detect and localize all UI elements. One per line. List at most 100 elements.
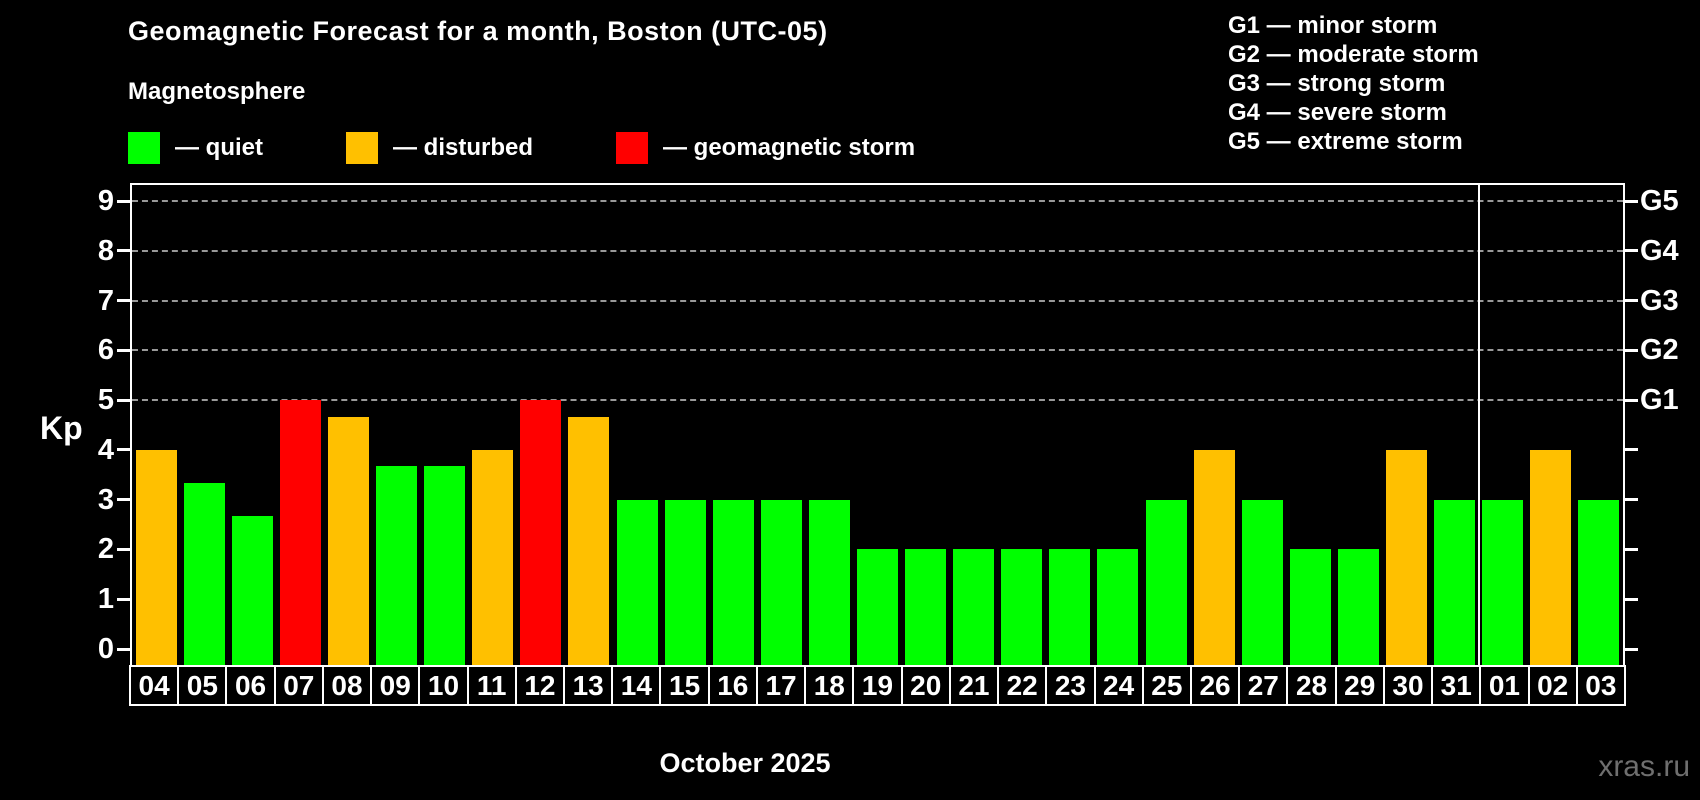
x-axis-day-label-12: 12 [514, 665, 566, 706]
y-tick-right-6 [1625, 348, 1638, 352]
y-tick-left-1 [117, 597, 130, 601]
g-legend-line-g2: G2 — moderate storm [1228, 41, 1479, 68]
x-axis-day-label-14: 14 [611, 665, 662, 706]
month-separator-line [1477, 185, 1480, 665]
x-axis-day-label-19: 19 [852, 665, 903, 706]
x-axis-day-label-13: 13 [563, 665, 614, 706]
watermark: xras.ru [1598, 750, 1690, 783]
kp-bar-day-11 [472, 449, 514, 665]
month-caption: October 2025 [659, 748, 831, 778]
y-axis-label-4: 4 [97, 433, 114, 466]
x-axis-day-label-07: 07 [273, 665, 324, 706]
y-axis-label-8: 8 [97, 234, 114, 267]
x-axis-day-label-17: 17 [755, 665, 807, 706]
disturbed-color-swatch [346, 132, 378, 164]
legend-item-disturbed: — disturbed [346, 132, 533, 164]
kp-bar-day-21 [953, 549, 995, 665]
kp-bar-day-15 [664, 499, 706, 665]
kp-bar-day-24 [1097, 549, 1139, 665]
kp-bar-day-10 [424, 466, 466, 665]
y-axis-label-7: 7 [97, 284, 114, 317]
x-axis-day-label-03: 03 [1575, 665, 1626, 706]
y-tick-left-5 [117, 398, 130, 402]
legend-label-storm: — geomagnetic storm [663, 134, 916, 161]
y-tick-left-0 [117, 647, 130, 651]
x-axis-day-label-05: 05 [177, 665, 228, 706]
y-tick-right-5 [1625, 398, 1638, 402]
kp-bar-day-09 [376, 466, 418, 665]
y-axis-label-2: 2 [97, 533, 114, 566]
kp-bar-day-05 [183, 483, 225, 665]
x-axis-day-label-31: 31 [1431, 665, 1482, 706]
y-axis-label-6: 6 [97, 334, 114, 367]
kp-bar-day-22 [1001, 549, 1043, 665]
g-legend-line-g5: G5 — extreme storm [1228, 128, 1463, 155]
kp-bar-day-06 [231, 516, 273, 665]
kp-bar-day-07 [279, 400, 321, 665]
kp-bar-day-31 [1434, 499, 1476, 665]
x-axis-day-label-15: 15 [659, 665, 710, 706]
g-axis-label-g4: G4 [1640, 234, 1679, 267]
x-axis-day-label-29: 29 [1334, 665, 1385, 706]
g-axis-label-g2: G2 [1640, 334, 1679, 367]
gridline-kp9 [132, 200, 1623, 202]
y-axis-label-0: 0 [97, 633, 114, 665]
x-axis-day-label-21: 21 [948, 665, 1000, 706]
y-tick-right-9 [1625, 199, 1638, 203]
y-axis-label-5: 5 [97, 384, 114, 417]
y-tick-left-6 [117, 348, 130, 352]
x-axis-day-label-10: 10 [418, 665, 469, 706]
y-axis-label-3: 3 [97, 483, 114, 516]
kp-bar-day-28 [1289, 549, 1331, 665]
g-axis-label-g5: G5 [1640, 185, 1679, 217]
y-tick-right-8 [1625, 249, 1638, 253]
kp-bar-day-19 [857, 549, 898, 665]
kp-bar-day-03 [1578, 499, 1620, 665]
kp-bar-day-20 [905, 549, 947, 665]
x-axis-day-label-20: 20 [900, 665, 951, 706]
kp-bar-day-25 [1145, 499, 1187, 665]
x-axis-day-label-23: 23 [1045, 665, 1096, 706]
g-scale-legend: G1 — minor storm G2 — moderate storm G3 … [1228, 11, 1479, 156]
g-legend-line-g3: G3 — strong storm [1228, 70, 1446, 97]
kp-bar-day-12 [520, 400, 562, 665]
legend-item-quiet: — quiet [128, 132, 263, 164]
y-tick-right-4 [1625, 448, 1638, 452]
gridline-kp5 [132, 399, 1623, 402]
kp-bar-day-29 [1337, 549, 1379, 665]
x-axis-day-label-02: 02 [1527, 665, 1578, 706]
y-axis-label-9: 9 [97, 185, 114, 217]
x-axis-day-label-01: 01 [1479, 665, 1530, 706]
kp-bar-day-01 [1482, 499, 1524, 665]
legend-label-quiet: — quiet [175, 134, 263, 161]
plot-inner [117, 185, 1638, 665]
x-axis-day-label-27: 27 [1238, 665, 1289, 706]
kp-bar-day-02 [1530, 449, 1572, 665]
y-axis-label-1: 1 [97, 583, 114, 616]
x-axis-day-label-24: 24 [1093, 665, 1144, 706]
kp-bar-day-16 [712, 499, 754, 665]
y-tick-right-3 [1625, 498, 1638, 502]
y-tick-left-3 [117, 498, 130, 502]
x-axis-day-label-22: 22 [997, 665, 1048, 706]
kp-bar-day-27 [1241, 499, 1283, 665]
y-tick-right-1 [1625, 597, 1638, 601]
x-axis-day-label-28: 28 [1286, 665, 1337, 706]
kp-bar-day-13 [568, 416, 610, 665]
y-tick-right-2 [1625, 547, 1638, 551]
x-axis-day-label-30: 30 [1382, 665, 1434, 706]
g-legend-line-g4: G4 — severe storm [1228, 99, 1447, 126]
gridline-kp7 [132, 299, 1623, 302]
g-axis-label-g1: G1 [1640, 384, 1679, 417]
kp-bar-day-26 [1193, 449, 1235, 665]
quiet-color-swatch [128, 132, 160, 164]
gridline-kp8 [132, 249, 1623, 252]
y-tick-left-8 [117, 249, 130, 253]
x-axis-day-label-06: 06 [225, 665, 276, 706]
y-tick-right-7 [1625, 299, 1638, 303]
x-axis-day-label-16: 16 [707, 665, 758, 706]
y-tick-left-2 [117, 547, 130, 551]
x-axis-day-label-18: 18 [804, 665, 855, 706]
y-tick-left-9 [117, 199, 130, 203]
plot-area [117, 183, 1638, 667]
